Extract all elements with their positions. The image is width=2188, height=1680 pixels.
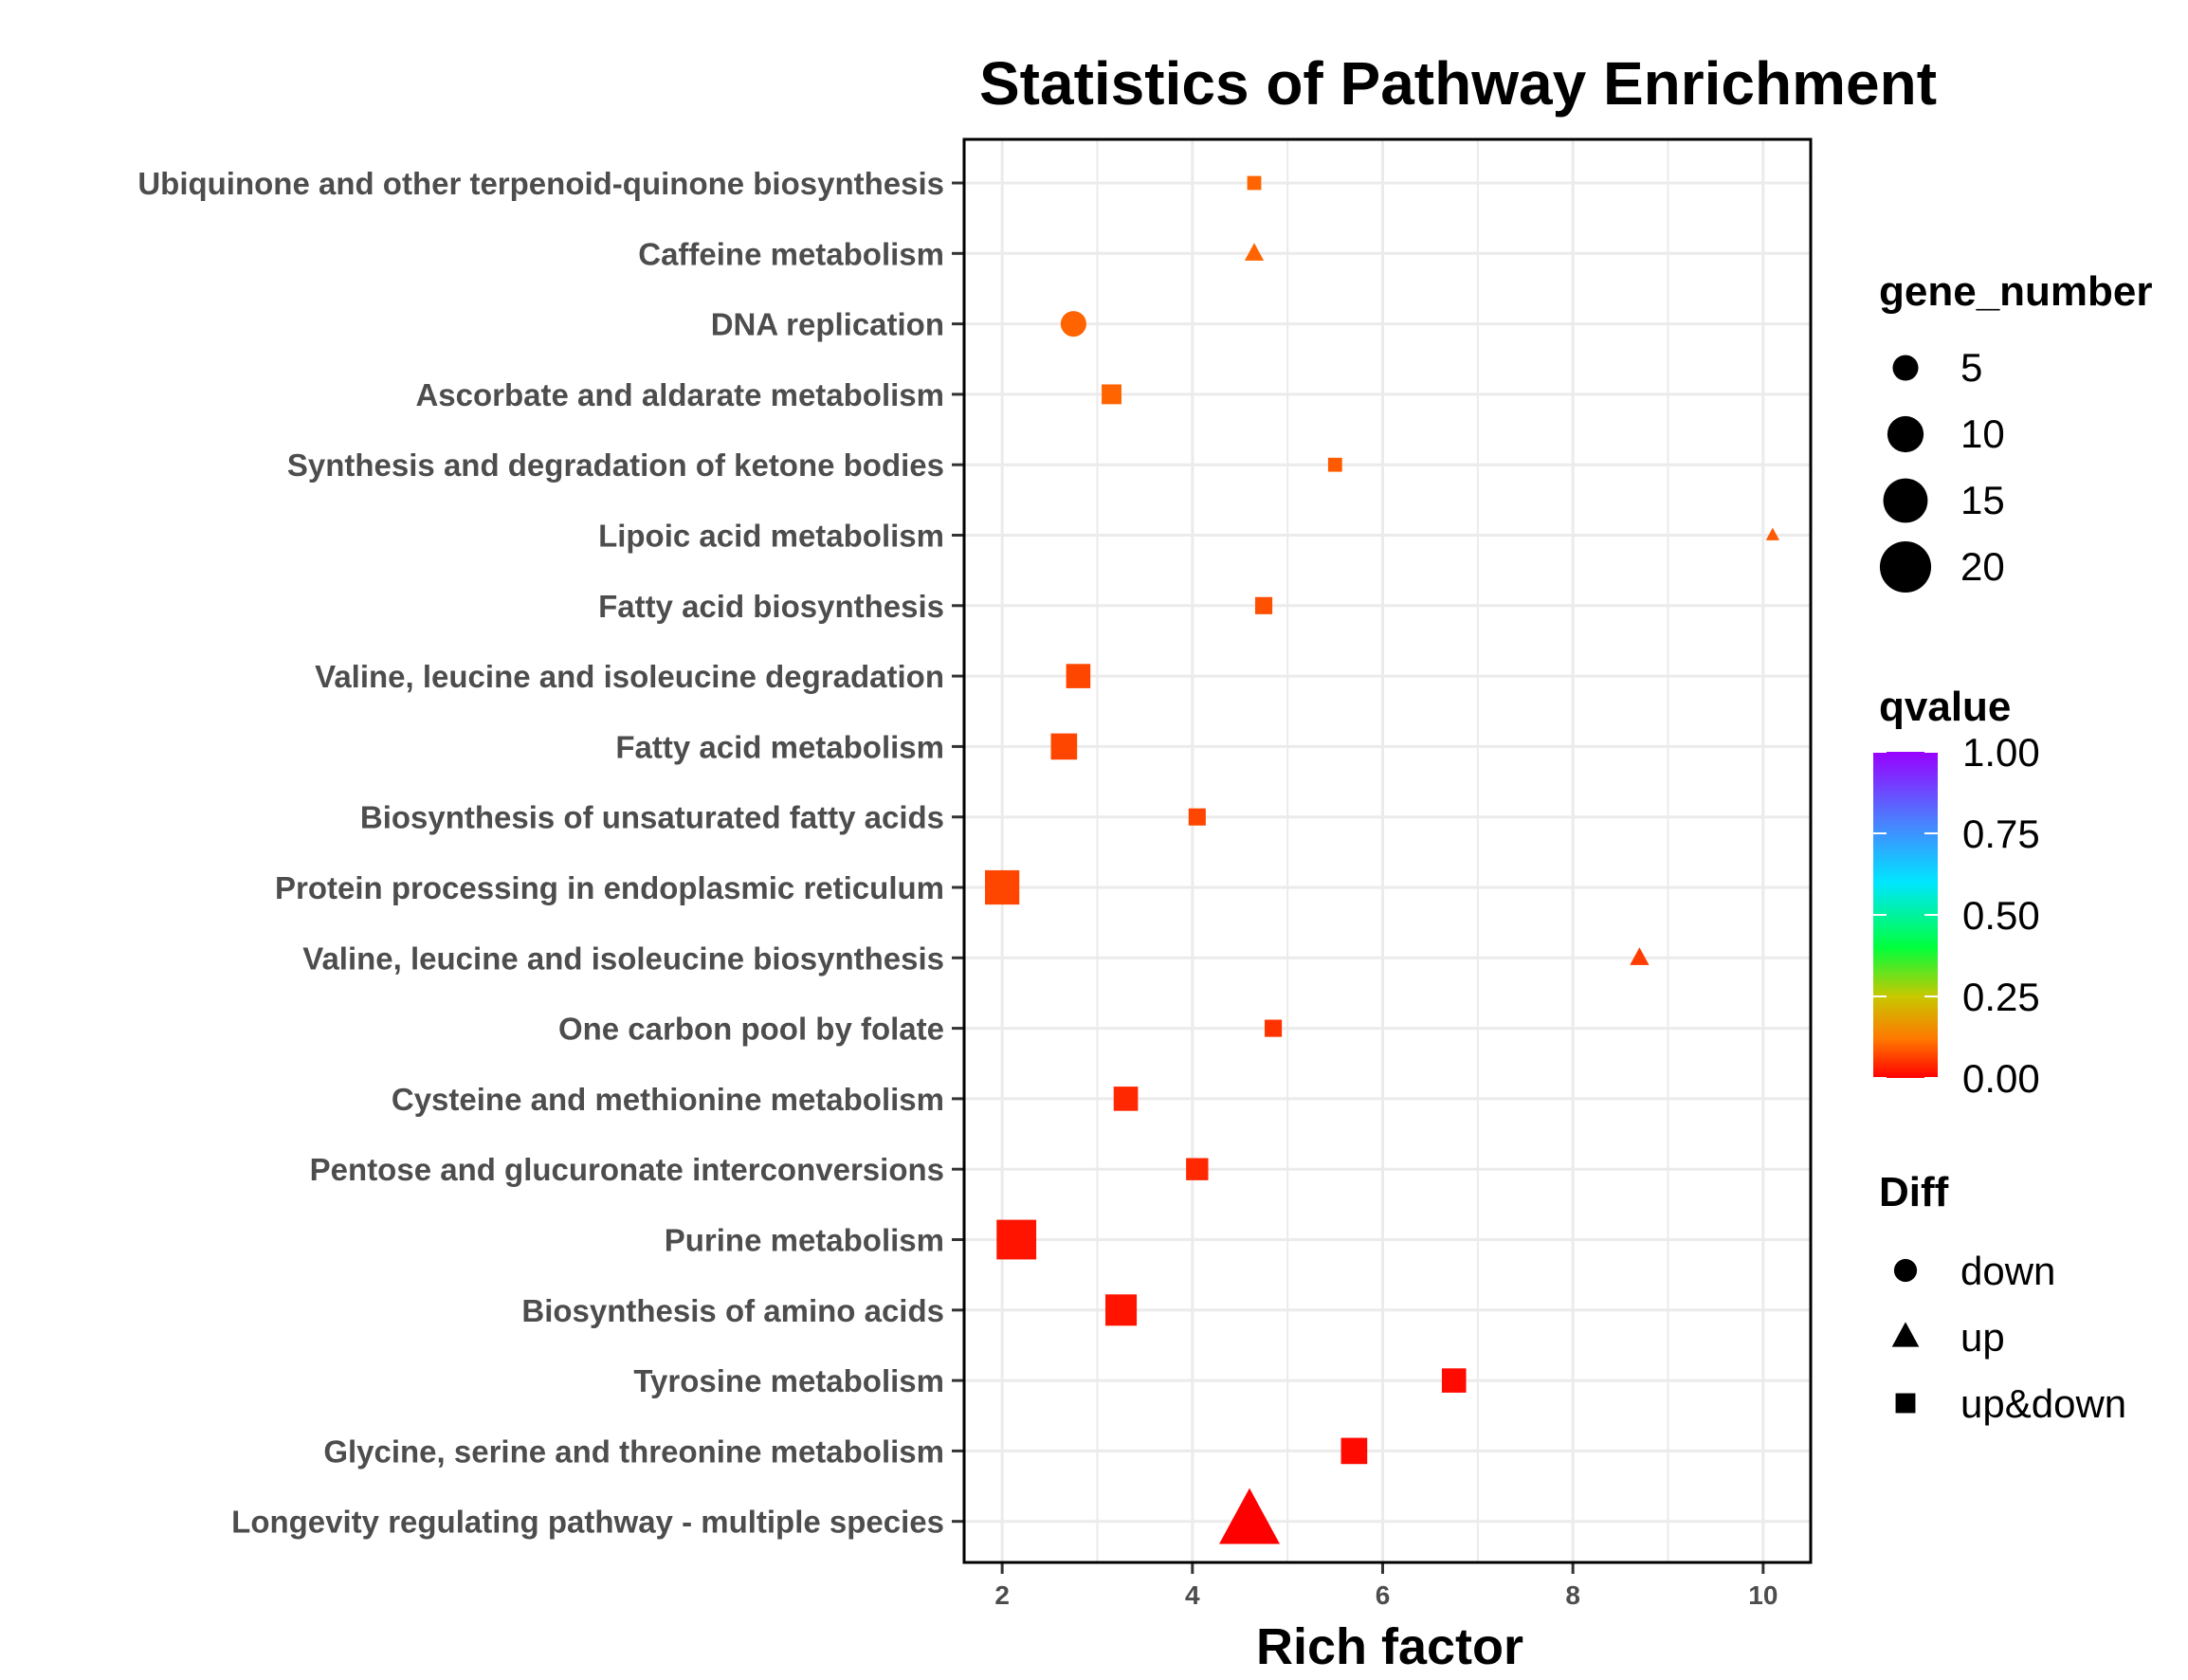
y-tick-label: Glycine, serine and threonine metabolism xyxy=(323,1433,944,1469)
legend-size-label: 10 xyxy=(1960,411,2005,456)
legend-diff: Diff down up up&down xyxy=(1879,1169,2126,1426)
y-tick-label: Purine metabolism xyxy=(665,1223,944,1258)
legend-shape-key xyxy=(1893,1258,1918,1283)
legend-size-key xyxy=(1887,415,1924,453)
data-point xyxy=(1113,1087,1139,1111)
data-point xyxy=(1102,384,1121,405)
legend-diff-title: Diff xyxy=(1879,1169,1949,1215)
y-tick-label: Ubiquinone and other terpenoid-quinone b… xyxy=(137,166,944,201)
y-tick-label: Biosynthesis of unsaturated fatty acids xyxy=(360,800,944,835)
data-point xyxy=(1255,596,1273,614)
y-tick-label: Biosynthesis of amino acids xyxy=(521,1293,944,1328)
data-point xyxy=(1765,527,1780,540)
data-point xyxy=(1340,1437,1368,1465)
x-tick-label: 8 xyxy=(1565,1580,1580,1610)
legend-diff-label: up&down xyxy=(1960,1381,2126,1426)
data-point xyxy=(996,1219,1037,1260)
legend-size-label: 20 xyxy=(1960,544,2005,589)
y-tick-label: Synthesis and degradation of ketone bodi… xyxy=(287,447,944,483)
y-tick-label: Lipoic acid metabolism xyxy=(598,519,944,554)
y-tick-label: Fatty acid metabolism xyxy=(615,729,944,764)
data-point xyxy=(1066,664,1091,688)
data-point xyxy=(1219,1488,1280,1544)
legend-qvalue: qvalue 1.00 0.75 0.50 0.25 0.00 xyxy=(1873,684,2040,1101)
y-tick-label: Fatty acid biosynthesis xyxy=(598,589,944,624)
data-point xyxy=(1244,243,1265,261)
y-tick-label: Valine, leucine and isoleucine degradati… xyxy=(315,659,944,694)
y-tick-label: DNA replication xyxy=(711,307,944,342)
y-tick-label: Protein processing in endoplasmic reticu… xyxy=(275,870,944,905)
grid-layer xyxy=(964,139,1811,1562)
legend-qvalue-label: 0.00 xyxy=(1962,1056,2040,1101)
legend-size-label: 15 xyxy=(1960,478,2005,522)
chart-title: Statistics of Pathway Enrichment xyxy=(979,49,1937,118)
panel-background xyxy=(964,139,1811,1562)
y-tick-label: Tyrosine metabolism xyxy=(633,1363,944,1398)
y-tick-label: Pentose and glucuronate interconversions xyxy=(310,1152,944,1187)
legend-qvalue-label: 0.50 xyxy=(1962,893,2040,938)
y-tick-label: Cysteine and methionine metabolism xyxy=(392,1082,944,1117)
y-tick-label: Caffeine metabolism xyxy=(638,236,944,271)
y-axis-labels: Ubiquinone and other terpenoid-quinone b… xyxy=(137,166,964,1540)
legend-shape-key xyxy=(1891,1322,1920,1347)
legend-size-key xyxy=(1883,478,1928,523)
legend-qvalue-label: 0.25 xyxy=(1962,975,2040,1019)
data-point xyxy=(1265,1019,1283,1037)
legend-qvalue-title: qvalue xyxy=(1879,684,2011,730)
x-tick-label: 2 xyxy=(994,1580,1010,1610)
x-axis: 2 4 6 8 10 xyxy=(994,1562,1778,1610)
y-tick-label: One carbon pool by folate xyxy=(558,1012,944,1047)
data-point xyxy=(1247,175,1262,191)
data-points xyxy=(985,175,1780,1544)
legend-size-key xyxy=(1892,355,1919,381)
legend-qvalue-label: 1.00 xyxy=(1962,730,2040,775)
data-point xyxy=(1186,1158,1209,1180)
y-tick-label: Ascorbate and aldarate metabolism xyxy=(415,377,944,412)
data-point xyxy=(985,869,1020,905)
legend-qvalue-label: 0.75 xyxy=(1962,812,2040,856)
data-point xyxy=(1327,457,1342,472)
data-point xyxy=(1105,1294,1138,1326)
x-tick-label: 10 xyxy=(1748,1580,1778,1610)
y-tick-label: Longevity regulating pathway - multiple … xyxy=(231,1505,944,1540)
data-point xyxy=(1060,311,1086,338)
panel-border xyxy=(962,137,1813,1564)
data-point xyxy=(1630,947,1650,965)
y-tick-label: Valine, leucine and isoleucine biosynthe… xyxy=(302,940,944,976)
legend-size-key xyxy=(1879,540,1932,593)
data-point xyxy=(1441,1368,1467,1393)
x-tick-label: 6 xyxy=(1376,1580,1391,1610)
legend-gene-number: gene_number 5 10 15 20 xyxy=(1879,268,2153,593)
legend-gene-number-title: gene_number xyxy=(1879,268,2153,315)
legend-size-label: 5 xyxy=(1960,345,1982,390)
data-point xyxy=(1050,733,1078,760)
legend-diff-label: down xyxy=(1960,1249,2055,1293)
legend-shape-key xyxy=(1895,1393,1916,1414)
x-tick-label: 4 xyxy=(1185,1580,1200,1610)
x-axis-title: Rich factor xyxy=(1256,1618,1523,1675)
data-point xyxy=(1188,808,1206,826)
legend-diff-label: up xyxy=(1960,1315,2005,1360)
